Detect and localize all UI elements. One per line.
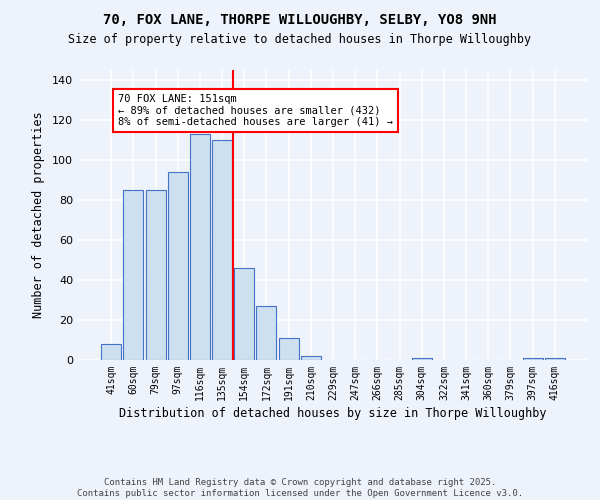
Text: Contains HM Land Registry data © Crown copyright and database right 2025.
Contai: Contains HM Land Registry data © Crown c…: [77, 478, 523, 498]
Text: 70 FOX LANE: 151sqm
← 89% of detached houses are smaller (432)
8% of semi-detach: 70 FOX LANE: 151sqm ← 89% of detached ho…: [118, 94, 393, 127]
Text: 70, FOX LANE, THORPE WILLOUGHBY, SELBY, YO8 9NH: 70, FOX LANE, THORPE WILLOUGHBY, SELBY, …: [103, 12, 497, 26]
Bar: [412, 358, 432, 360]
Bar: [234, 268, 254, 360]
Bar: [523, 358, 542, 360]
Y-axis label: Number of detached properties: Number of detached properties: [32, 112, 45, 318]
Bar: [278, 338, 299, 360]
Bar: [146, 190, 166, 360]
Bar: [301, 356, 321, 360]
Text: Size of property relative to detached houses in Thorpe Willoughby: Size of property relative to detached ho…: [68, 32, 532, 46]
X-axis label: Distribution of detached houses by size in Thorpe Willoughby: Distribution of detached houses by size …: [119, 407, 547, 420]
Bar: [101, 344, 121, 360]
Bar: [124, 190, 143, 360]
Bar: [190, 134, 210, 360]
Bar: [168, 172, 188, 360]
Bar: [545, 358, 565, 360]
Bar: [212, 140, 232, 360]
Bar: [256, 306, 277, 360]
